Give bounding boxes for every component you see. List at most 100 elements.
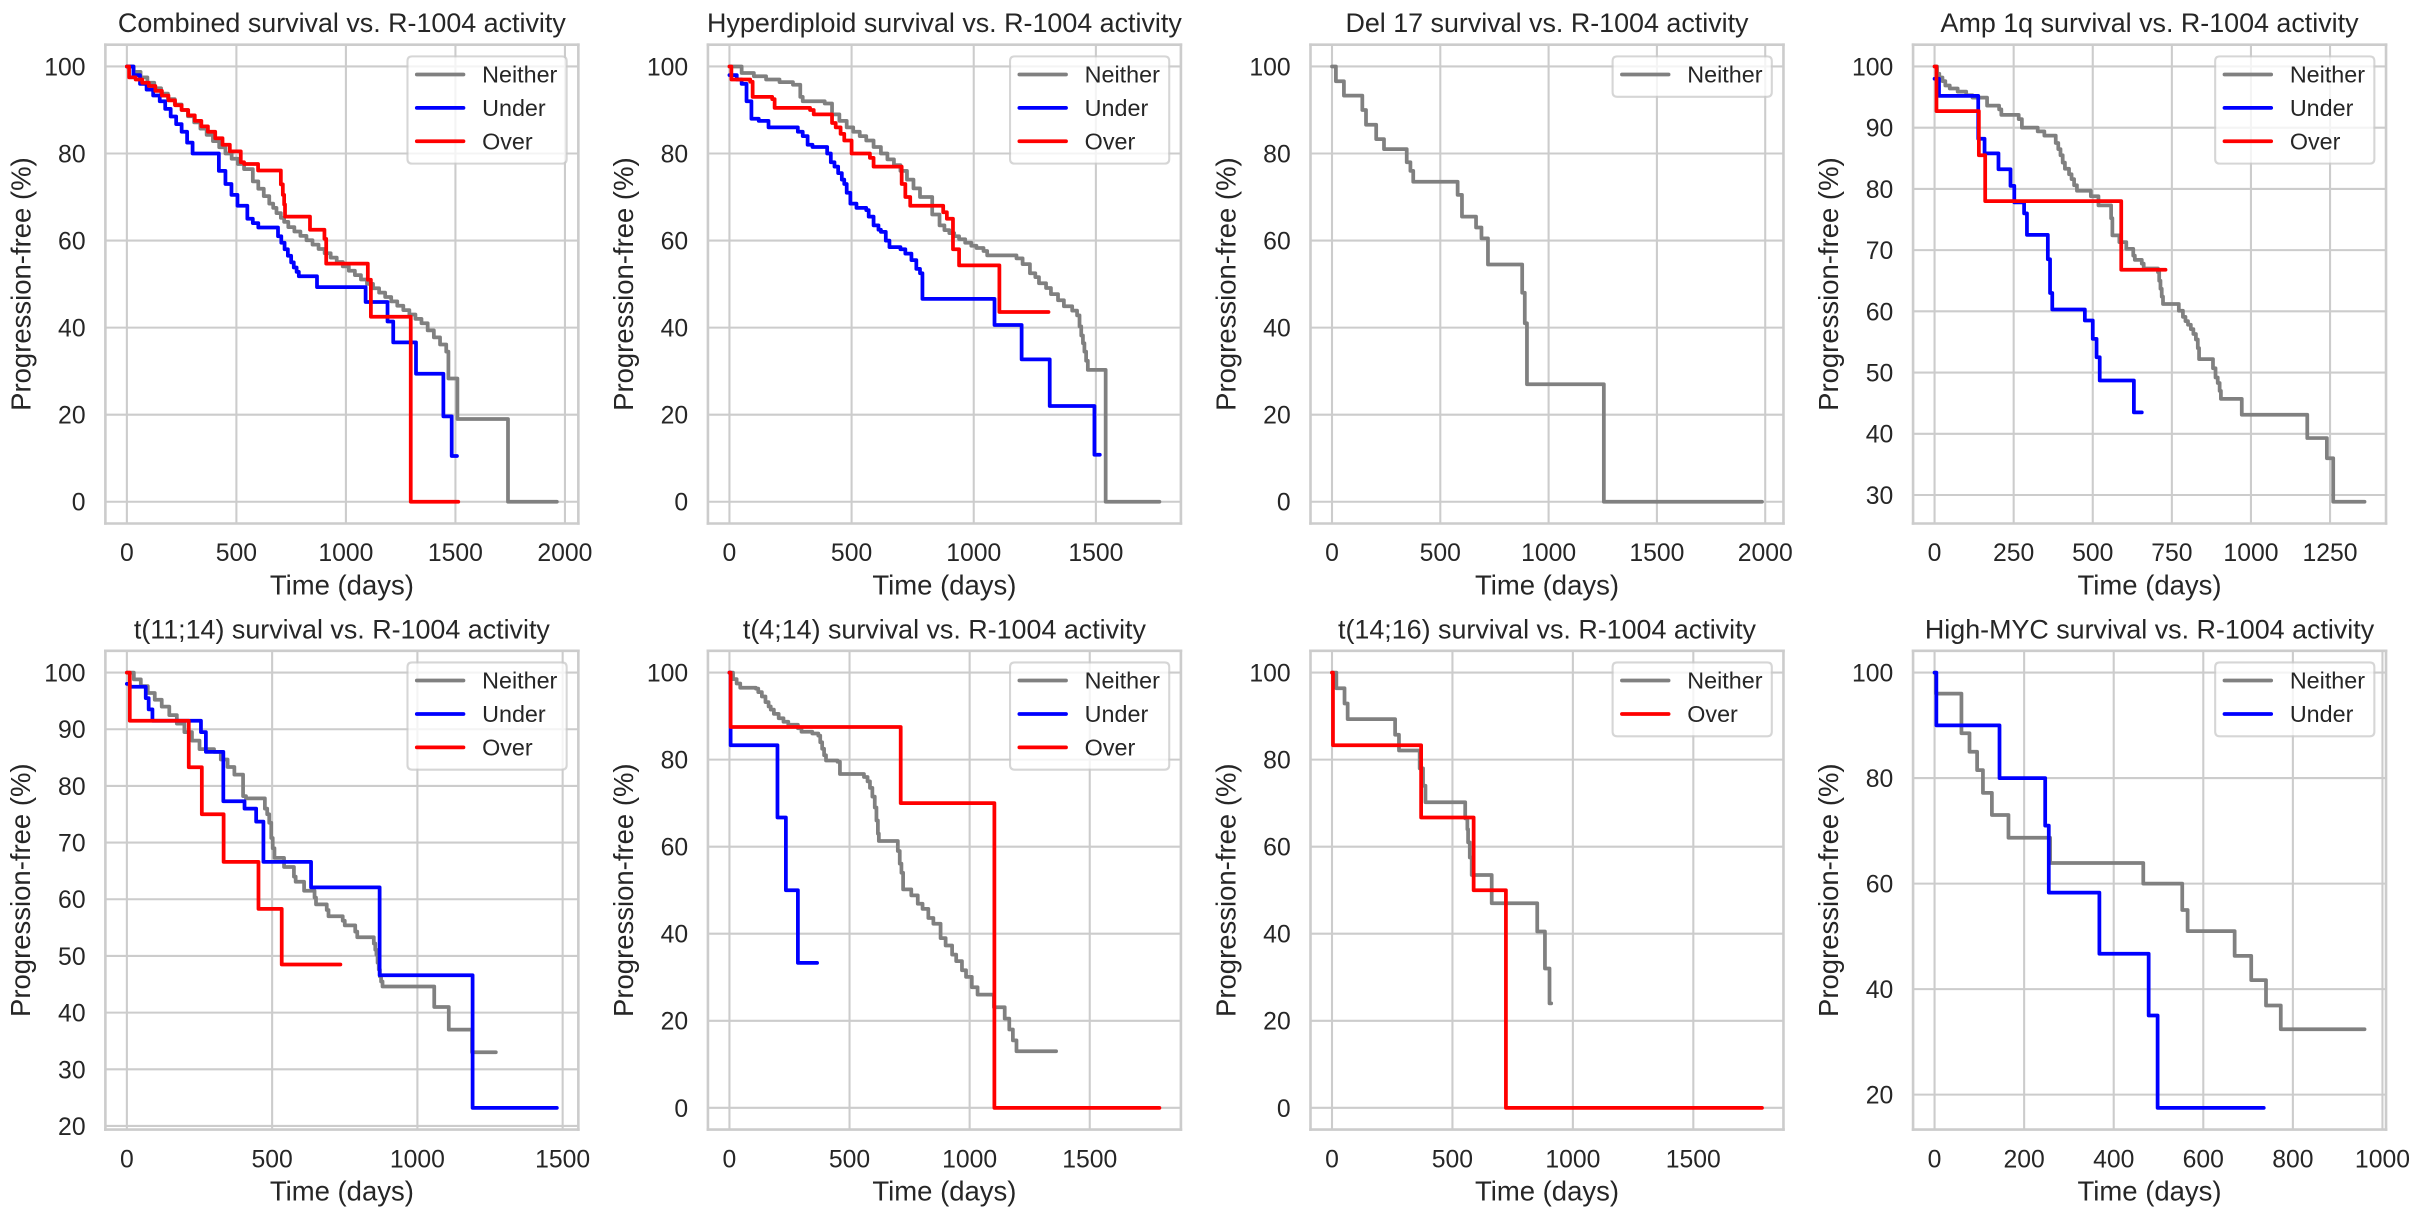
svg-text:80: 80 bbox=[58, 141, 86, 168]
svg-text:90: 90 bbox=[1866, 116, 1894, 143]
svg-text:80: 80 bbox=[1866, 177, 1894, 204]
svg-text:Time (days): Time (days) bbox=[872, 1176, 1016, 1207]
svg-text:Under: Under bbox=[2290, 95, 2354, 121]
svg-text:400: 400 bbox=[2093, 1146, 2134, 1173]
svg-text:40: 40 bbox=[661, 316, 689, 343]
svg-text:Under: Under bbox=[1085, 95, 1149, 121]
svg-text:Time (days): Time (days) bbox=[1475, 1176, 1619, 1207]
svg-text:40: 40 bbox=[1866, 422, 1894, 449]
svg-text:1000: 1000 bbox=[390, 1146, 445, 1173]
svg-text:80: 80 bbox=[661, 141, 689, 168]
svg-text:500: 500 bbox=[829, 1146, 870, 1173]
svg-text:0: 0 bbox=[120, 1146, 134, 1173]
svg-text:1250: 1250 bbox=[2303, 540, 2358, 567]
svg-text:40: 40 bbox=[1263, 922, 1291, 949]
svg-text:20: 20 bbox=[58, 1114, 86, 1141]
svg-text:30: 30 bbox=[58, 1057, 86, 1084]
svg-text:50: 50 bbox=[1866, 361, 1894, 388]
svg-text:0: 0 bbox=[1928, 1146, 1942, 1173]
svg-text:0: 0 bbox=[1277, 1096, 1291, 1123]
svg-text:1500: 1500 bbox=[535, 1146, 590, 1173]
svg-text:750: 750 bbox=[2151, 540, 2192, 567]
svg-text:0: 0 bbox=[72, 490, 86, 517]
svg-text:1000: 1000 bbox=[946, 540, 1001, 567]
svg-text:80: 80 bbox=[661, 748, 689, 775]
svg-text:1000: 1000 bbox=[2355, 1146, 2410, 1173]
svg-text:40: 40 bbox=[1866, 977, 1894, 1004]
svg-text:Hyperdiploid survival vs. R-10: Hyperdiploid survival vs. R-1004 activit… bbox=[707, 8, 1182, 38]
svg-text:Under: Under bbox=[1085, 701, 1149, 727]
svg-text:t(11;14) survival vs. R-1004 a: t(11;14) survival vs. R-1004 activity bbox=[134, 614, 551, 644]
svg-text:0: 0 bbox=[1325, 1146, 1339, 1173]
svg-text:60: 60 bbox=[58, 229, 86, 256]
svg-text:Amp 1q survival vs. R-1004 act: Amp 1q survival vs. R-1004 activity bbox=[1941, 8, 2360, 38]
svg-text:Neither: Neither bbox=[1687, 62, 1762, 88]
svg-text:Progression-free (%): Progression-free (%) bbox=[5, 763, 36, 1017]
svg-text:30: 30 bbox=[1866, 483, 1894, 510]
svg-text:100: 100 bbox=[1249, 661, 1290, 688]
svg-text:Neither: Neither bbox=[1085, 668, 1160, 694]
svg-text:500: 500 bbox=[2072, 540, 2113, 567]
svg-text:Over: Over bbox=[482, 128, 533, 154]
svg-text:20: 20 bbox=[1866, 1083, 1894, 1110]
svg-text:0: 0 bbox=[1325, 540, 1339, 567]
svg-text:80: 80 bbox=[1263, 141, 1291, 168]
svg-text:Neither: Neither bbox=[1687, 668, 1762, 694]
svg-text:1500: 1500 bbox=[1629, 540, 1684, 567]
svg-text:100: 100 bbox=[44, 661, 85, 688]
svg-text:Time (days): Time (days) bbox=[270, 570, 414, 601]
svg-text:Under: Under bbox=[482, 701, 546, 727]
svg-text:1500: 1500 bbox=[428, 540, 483, 567]
svg-text:Neither: Neither bbox=[482, 668, 557, 694]
svg-text:0: 0 bbox=[120, 540, 134, 567]
svg-text:100: 100 bbox=[44, 54, 85, 81]
svg-text:500: 500 bbox=[1420, 540, 1461, 567]
svg-text:t(14;16) survival vs. R-1004 a: t(14;16) survival vs. R-1004 activity bbox=[1338, 614, 1757, 644]
svg-text:1000: 1000 bbox=[942, 1146, 997, 1173]
svg-text:500: 500 bbox=[216, 540, 257, 567]
svg-text:600: 600 bbox=[2183, 1146, 2224, 1173]
svg-text:20: 20 bbox=[58, 403, 86, 430]
svg-text:Neither: Neither bbox=[482, 62, 557, 88]
svg-text:200: 200 bbox=[2003, 1146, 2044, 1173]
svg-text:1500: 1500 bbox=[1062, 1146, 1117, 1173]
svg-text:Progression-free (%): Progression-free (%) bbox=[5, 157, 36, 411]
svg-text:100: 100 bbox=[1852, 54, 1893, 81]
svg-text:Del 17 survival vs. R-1004 act: Del 17 survival vs. R-1004 activity bbox=[1345, 8, 1749, 38]
svg-text:0: 0 bbox=[674, 1096, 688, 1123]
svg-text:80: 80 bbox=[58, 774, 86, 801]
svg-text:60: 60 bbox=[661, 835, 689, 862]
svg-text:2000: 2000 bbox=[1738, 540, 1793, 567]
svg-text:800: 800 bbox=[2272, 1146, 2313, 1173]
svg-text:0: 0 bbox=[1277, 490, 1291, 517]
svg-text:70: 70 bbox=[58, 831, 86, 858]
svg-text:60: 60 bbox=[58, 887, 86, 914]
svg-text:Over: Over bbox=[1085, 735, 1136, 761]
svg-text:100: 100 bbox=[647, 54, 688, 81]
svg-text:500: 500 bbox=[251, 1146, 292, 1173]
svg-text:Progression-free (%): Progression-free (%) bbox=[608, 157, 639, 411]
svg-text:1000: 1000 bbox=[1521, 540, 1576, 567]
svg-text:Over: Over bbox=[1085, 128, 1136, 154]
svg-text:60: 60 bbox=[1263, 835, 1291, 862]
svg-text:Progression-free (%): Progression-free (%) bbox=[1813, 157, 1844, 411]
svg-text:60: 60 bbox=[1263, 229, 1291, 256]
svg-text:Neither: Neither bbox=[2290, 62, 2365, 88]
svg-text:40: 40 bbox=[58, 1001, 86, 1028]
svg-text:Time (days): Time (days) bbox=[872, 570, 1016, 601]
svg-text:Progression-free (%): Progression-free (%) bbox=[1210, 157, 1241, 411]
svg-text:500: 500 bbox=[831, 540, 872, 567]
svg-text:Time (days): Time (days) bbox=[270, 1176, 414, 1207]
svg-text:t(4;14) survival vs. R-1004 ac: t(4;14) survival vs. R-1004 activity bbox=[743, 614, 1147, 644]
svg-text:40: 40 bbox=[1263, 316, 1291, 343]
svg-text:Neither: Neither bbox=[1085, 62, 1160, 88]
svg-text:20: 20 bbox=[661, 403, 689, 430]
svg-text:100: 100 bbox=[647, 661, 688, 688]
svg-text:500: 500 bbox=[1432, 1146, 1473, 1173]
svg-text:250: 250 bbox=[1993, 540, 2034, 567]
svg-text:0: 0 bbox=[723, 1146, 737, 1173]
svg-text:Neither: Neither bbox=[2290, 668, 2365, 694]
svg-text:Time (days): Time (days) bbox=[2078, 1176, 2222, 1207]
svg-text:0: 0 bbox=[723, 540, 737, 567]
svg-text:90: 90 bbox=[58, 717, 86, 744]
